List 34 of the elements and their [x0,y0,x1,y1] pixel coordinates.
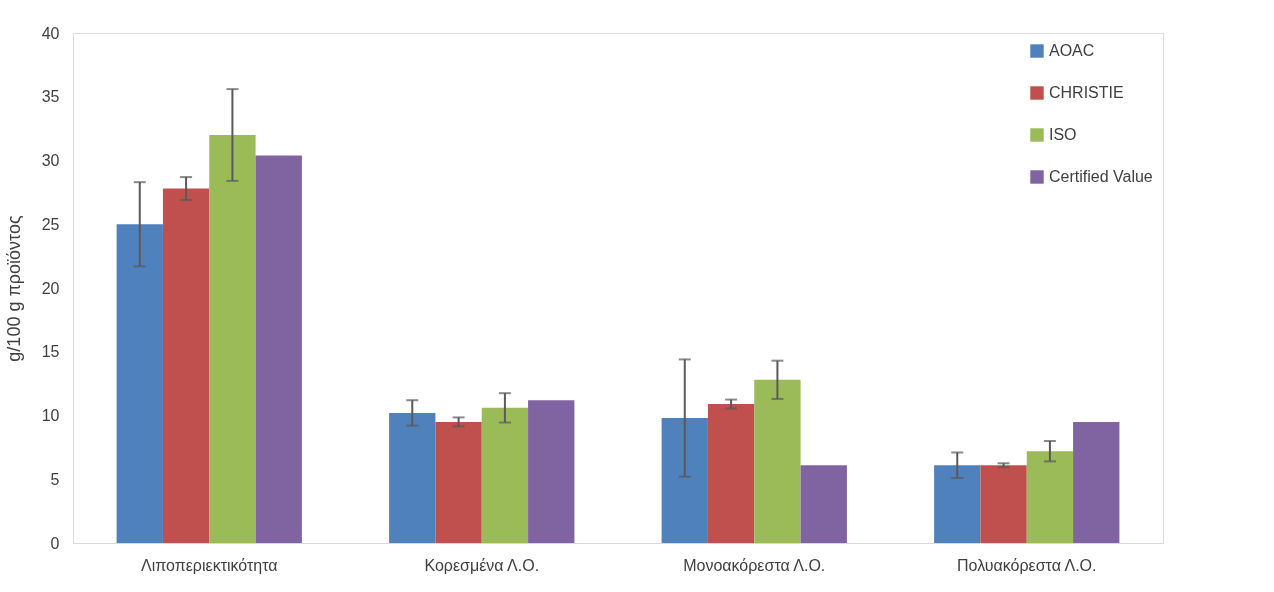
bar [435,421,482,543]
bar [116,224,163,543]
bar [209,135,256,543]
bar [528,400,575,543]
bar [707,404,755,543]
x-tick-label: Κορεσμένα Λ.Ο. [424,556,540,574]
x-tick-label: Λιποπεριεκτικότητα [140,556,278,574]
legend-label: AOAC [1049,42,1095,59]
bar [934,465,981,543]
bar [980,465,1027,543]
y-tick-label: 5 [50,470,60,488]
y-tick-label: 25 [41,215,60,233]
y-tick-label: 10 [41,407,60,424]
y-tick-label: 40 [41,24,60,42]
bar [754,379,801,543]
legend-label: CHRISTIE [1049,84,1124,101]
y-tick-label: 30 [41,152,60,169]
legend-label: ISO [1049,126,1077,143]
bar [1073,421,1120,543]
bar [481,407,529,543]
y-tick-label: 0 [50,534,60,552]
y-axis-title: g/100 g προϊόντος [3,215,24,362]
bar [800,465,847,543]
y-tick-label: 15 [41,343,60,361]
bar [389,412,436,543]
x-tick-label: Πολυακόρεστα Λ.Ο. [956,556,1097,574]
y-tick-label: 20 [41,279,60,297]
bar [1026,451,1074,543]
bar [162,188,210,543]
y-tick-label: 35 [41,88,60,106]
legend-label: Certified Value [1049,168,1153,185]
bar [661,418,708,543]
bar [255,155,302,543]
x-tick-label: Μονοακόρεστα Λ.Ο. [683,556,826,574]
